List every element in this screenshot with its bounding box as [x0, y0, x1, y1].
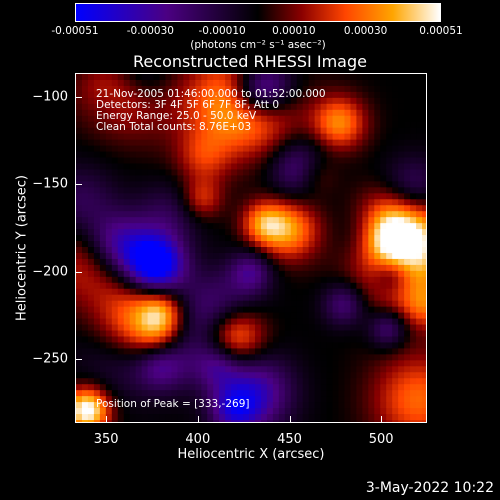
- x-axis-label: Heliocentric X (arcsec): [177, 447, 325, 462]
- colorbar-tick-label: -0.00051: [51, 25, 99, 37]
- y-axis-label: Heliocentric Y (arcsec): [14, 175, 30, 321]
- x-tick-mark: [106, 416, 108, 423]
- colorbar-tick-label: 0.00030: [343, 25, 388, 37]
- y-tick-mark: [75, 358, 82, 360]
- heatmap: [76, 74, 426, 422]
- colorbar-tick-label: -0.00030: [126, 25, 174, 37]
- x-tick-label: 450: [277, 432, 302, 447]
- x-tick-mark: [381, 416, 383, 423]
- x-tick-mark: [197, 416, 199, 423]
- y-tick-mark: [75, 97, 82, 99]
- y-tick-mark: [75, 271, 82, 273]
- x-tick-mark: [289, 416, 291, 423]
- annotation-counts: Clean Total counts: 8.76E+03: [96, 121, 252, 133]
- x-tick-label: 350: [93, 432, 119, 447]
- y-tick-label: −250: [32, 351, 68, 367]
- date-stamp: 3-May-2022 10:22: [365, 480, 494, 496]
- x-tick-label: 500: [368, 432, 394, 447]
- colorbar-units: (photons cm⁻² s⁻¹ asec⁻²): [190, 39, 326, 51]
- colorbar: [75, 3, 441, 22]
- annotation-peak: Position of Peak = [333,-269]: [96, 398, 250, 410]
- y-tick-label: −150: [32, 176, 68, 192]
- colorbar-tick-label: 0.00010: [272, 25, 316, 37]
- annotation-energy: Energy Range: 25.0 - 50.0 keV: [96, 110, 257, 122]
- annotation-detectors: Detectors: 3F 4F 5F 6F 7F 8F, Att 0: [96, 99, 280, 111]
- y-tick-label: −100: [32, 89, 68, 105]
- y-tick-mark: [75, 184, 82, 186]
- colorbar-tick-label: -0.00010: [198, 25, 246, 37]
- annotation-time: 21-Nov-2005 01:46:00.000 to 01:52:00.000: [96, 88, 326, 100]
- colorbar-tick-label: 0.00051: [419, 25, 463, 37]
- plot-area: 21-Nov-2005 01:46:00.000 to 01:52:00.000…: [75, 73, 427, 423]
- x-tick-label: 400: [185, 432, 211, 447]
- chart-title: Reconstructed RHESSI Image: [133, 52, 367, 71]
- y-tick-label: −200: [32, 264, 68, 279]
